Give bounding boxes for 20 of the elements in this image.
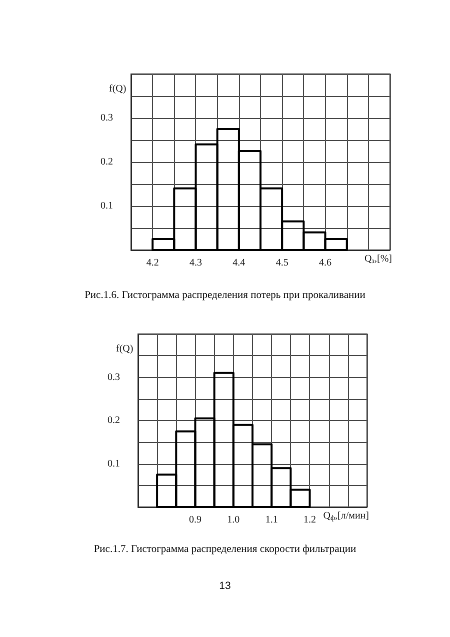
x-tick-label: 4.4 [232, 258, 246, 268]
y-axis-title: f(Q) [116, 344, 134, 354]
x-tick-label: 1.2 [304, 514, 316, 526]
y-tick-label: 0.2 [108, 415, 120, 426]
y-tick-label: 0.3 [100, 112, 113, 124]
text: Рис.1.6. Гистограмма распределения потерь при прокаливании [84, 290, 366, 301]
text: 13 [218, 580, 232, 592]
x-tick-label: 0.9 [189, 514, 202, 526]
y-tick-label: 0.2 [100, 156, 113, 168]
y-tick-label: 0.1 [108, 458, 120, 470]
x-tick-label: 4.2 [146, 258, 159, 268]
x-tick-label: 4.5 [276, 258, 288, 268]
x-tick-label: 1.0 [227, 514, 240, 526]
y-tick-label: 0.1 [100, 200, 113, 212]
y-tick-label: 0.3 [108, 372, 120, 383]
y-axis-title: f(Q) [109, 84, 126, 94]
x-tick-label: 4.3 [190, 258, 202, 268]
x-tick-label: 1.1 [265, 514, 278, 526]
text: Рис.1.7. Гистограмма распределения скорости фильтрации [92, 544, 358, 555]
x-tick-label: 4.6 [319, 258, 332, 268]
